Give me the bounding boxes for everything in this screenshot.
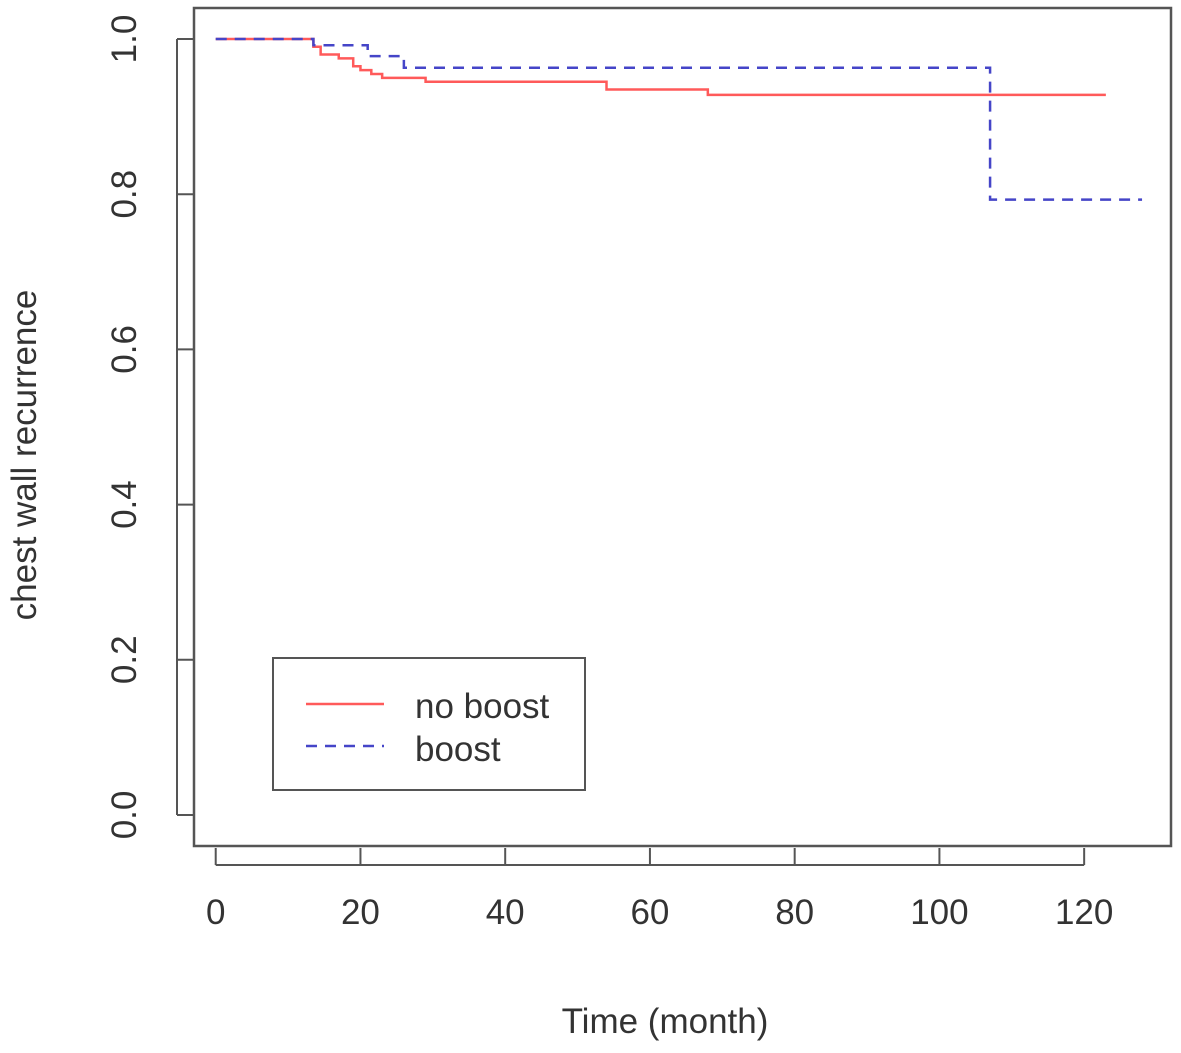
y-tick-label-0.2: 0.2 <box>105 635 144 684</box>
x-tick-label-100: 100 <box>910 893 968 932</box>
y-tick-label-1.0: 1.0 <box>105 15 144 64</box>
y-tick-label-0.0: 0.0 <box>105 791 144 840</box>
x-tick-label-120: 120 <box>1055 893 1113 932</box>
x-tick-label-0: 0 <box>206 893 225 932</box>
plot-frame <box>192 6 1173 848</box>
x-axis-title: Time (month) <box>562 1002 769 1041</box>
x-axis: 0 20 40 60 80 100 120 <box>206 848 1113 932</box>
legend-label-no-boost: no boost <box>415 687 550 726</box>
y-tick-label-0.4: 0.4 <box>105 480 144 529</box>
legend: no boost boost <box>272 657 586 791</box>
x-tick-label-60: 60 <box>630 893 669 932</box>
y-tick-label-0.8: 0.8 <box>105 170 144 219</box>
x-tick-label-80: 80 <box>775 893 814 932</box>
y-axis-title: chest wall recurrence <box>5 290 44 621</box>
series-line-boost <box>215 37 1143 201</box>
y-tick-label-0.6: 0.6 <box>105 325 144 374</box>
legend-box <box>272 657 586 791</box>
legend-label-boost: boost <box>415 730 501 769</box>
x-tick-label-40: 40 <box>486 893 525 932</box>
x-tick-label-20: 20 <box>341 893 380 932</box>
y-axis: 0.0 0.2 0.4 0.6 0.8 1.0 <box>105 15 194 840</box>
series-layer <box>215 37 1143 201</box>
series-line-no-boost <box>215 37 1106 97</box>
